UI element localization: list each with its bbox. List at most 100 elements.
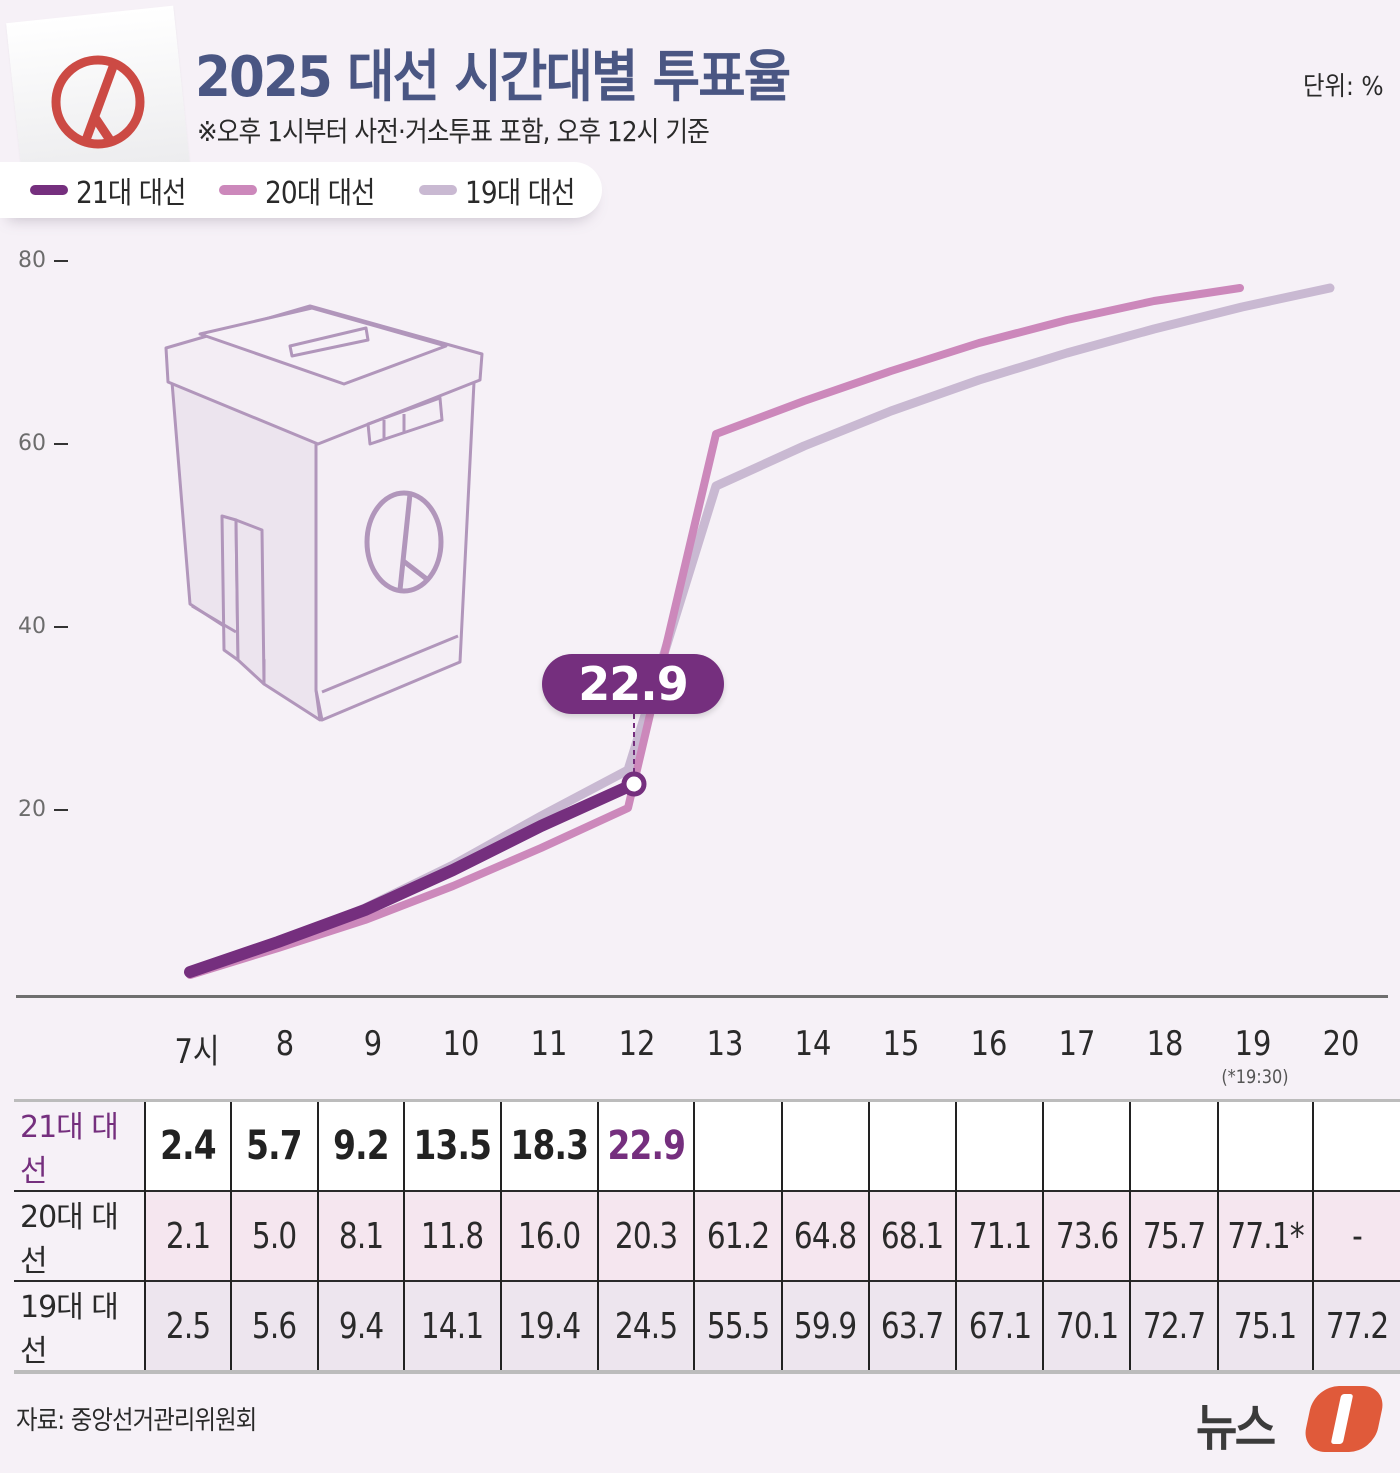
row-label: 21대 대선 <box>14 1099 145 1191</box>
x-label-note: (*19:30) <box>1221 1066 1289 1088</box>
x-label: 20 <box>1322 1024 1360 1064</box>
logo-text: 뉴스 <box>1196 1399 1276 1457</box>
series-line-20 <box>186 284 1244 979</box>
page-subtitle: ※오후 1시부터 사전·거소투표 포함, 오후 12시 기준 <box>197 115 710 148</box>
page-title: 2025 대선 시간대별 투표율 <box>195 45 791 110</box>
x-label: 19 <box>1234 1024 1272 1064</box>
table-cell <box>1042 1099 1131 1191</box>
legend-item-21: 21대 대선 <box>30 168 201 212</box>
x-label: 8 <box>275 1024 295 1064</box>
table-cell: - <box>1311 1190 1400 1281</box>
y-tick-label: 80 <box>18 248 46 273</box>
x-label: 10 <box>442 1024 480 1064</box>
x-label: 11 <box>530 1024 568 1064</box>
table-cell: 18.3 <box>499 1099 598 1191</box>
election-seal-icon <box>51 55 145 149</box>
tick-mark <box>54 809 68 811</box>
table-cell: 5.0 <box>230 1190 318 1281</box>
table-cell-highlight: 22.9 <box>596 1099 695 1191</box>
tick-mark <box>54 260 68 262</box>
table-cell: 67.1 <box>954 1280 1044 1374</box>
tick-mark <box>54 443 68 445</box>
turnout-table: 21대 대선 2.4 5.7 9.2 13.5 18.3 22.9 20대 대선… <box>14 1099 1400 1374</box>
y-tick-label: 60 <box>18 431 46 456</box>
x-label: 16 <box>970 1024 1008 1064</box>
table-cell: 77.1* <box>1216 1190 1313 1281</box>
source-credit: 자료: 중앙선거관리위원회 <box>16 1406 257 1436</box>
table-cell: 8.1 <box>316 1190 405 1281</box>
legend-item-20: 20대 대선 <box>218 168 390 212</box>
table-cell: 13.5 <box>403 1099 501 1191</box>
x-label: 17 <box>1058 1024 1096 1064</box>
row-label: 19대 대선 <box>14 1280 145 1374</box>
x-label: 9 <box>363 1024 383 1064</box>
unit-label: 단위: % <box>1303 72 1384 102</box>
table-cell: 55.5 <box>693 1280 782 1374</box>
table-cell: 24.5 <box>596 1280 695 1374</box>
table-cell <box>954 1099 1044 1191</box>
table-cell: 19.4 <box>499 1280 598 1374</box>
table-cell: 61.2 <box>693 1190 782 1281</box>
table-cell <box>1311 1099 1400 1191</box>
table-cell: 68.1 <box>867 1190 956 1281</box>
line-chart <box>164 283 1335 979</box>
current-value-callout: 22.9 <box>542 654 724 714</box>
table-cell: 9.2 <box>316 1099 405 1191</box>
table-cell: 5.7 <box>230 1099 318 1191</box>
table-cell <box>693 1099 782 1191</box>
table-cell: 63.7 <box>867 1280 956 1374</box>
x-label: 15 <box>882 1024 920 1064</box>
table-row-20: 20대 대선 2.1 5.0 8.1 11.8 16.0 20.3 61.2 6… <box>14 1190 1400 1281</box>
table-cell: 2.4 <box>143 1099 232 1191</box>
legend-item-19: 19대 대선 <box>419 168 590 212</box>
row-label: 20대 대선 <box>14 1190 145 1281</box>
x-label: 18 <box>1146 1024 1184 1064</box>
logo-mark-icon <box>1300 1386 1388 1452</box>
legend-label-21: 21대 대선 <box>76 176 186 211</box>
table-cell: 11.8 <box>403 1190 501 1281</box>
table-cell <box>1129 1099 1218 1191</box>
news1-logo: 뉴스 <box>1196 1386 1388 1457</box>
table-cell <box>867 1099 956 1191</box>
legend-swatch-20 <box>218 185 257 195</box>
tick-mark <box>54 626 68 628</box>
chart-legend: 21대 대선 20대 대선 19대 대선 <box>0 162 602 218</box>
table-cell <box>780 1099 869 1191</box>
table-cell: 64.8 <box>780 1190 869 1281</box>
y-tick-60: 60 <box>18 431 70 456</box>
x-label: 12 <box>618 1024 656 1064</box>
table-cell: 77.2 <box>1311 1280 1400 1374</box>
y-tick-80: 80 <box>18 248 70 273</box>
ballot-box-illustration <box>164 304 484 722</box>
legend-label-19: 19대 대선 <box>465 176 575 211</box>
y-tick-label: 40 <box>18 614 46 639</box>
legend-label-20: 20대 대선 <box>264 176 375 211</box>
x-label: 7시 <box>174 1032 220 1072</box>
table-cell: 16.0 <box>499 1190 598 1281</box>
y-tick-20: 20 <box>18 797 70 822</box>
x-label: 13 <box>706 1024 744 1064</box>
x-axis-baseline <box>16 995 1388 998</box>
table-cell: 73.6 <box>1042 1190 1131 1281</box>
table-cell: 2.1 <box>143 1190 232 1281</box>
table-cell <box>1216 1099 1313 1191</box>
series-line-21 <box>184 778 640 978</box>
table-cell: 72.7 <box>1129 1280 1218 1374</box>
y-tick-label: 20 <box>18 797 46 822</box>
table-cell: 75.7 <box>1129 1190 1218 1281</box>
table-row-21: 21대 대선 2.4 5.7 9.2 13.5 18.3 22.9 <box>14 1099 1400 1191</box>
table-cell: 14.1 <box>403 1280 501 1374</box>
table-cell: 59.9 <box>780 1280 869 1374</box>
table-cell: 2.5 <box>143 1280 232 1374</box>
table-cell: 20.3 <box>596 1190 695 1281</box>
table-cell: 5.6 <box>230 1280 318 1374</box>
table-cell: 9.4 <box>316 1280 405 1374</box>
table-cell: 75.1 <box>1216 1280 1313 1374</box>
table-cell: 70.1 <box>1042 1280 1131 1374</box>
legend-swatch-19 <box>419 185 458 195</box>
legend-swatch-21 <box>30 185 68 195</box>
y-tick-40: 40 <box>18 614 70 639</box>
x-label: 14 <box>794 1024 832 1064</box>
current-point-marker <box>621 771 647 797</box>
table-row-19: 19대 대선 2.5 5.6 9.4 14.1 19.4 24.5 55.5 5… <box>14 1280 1400 1374</box>
